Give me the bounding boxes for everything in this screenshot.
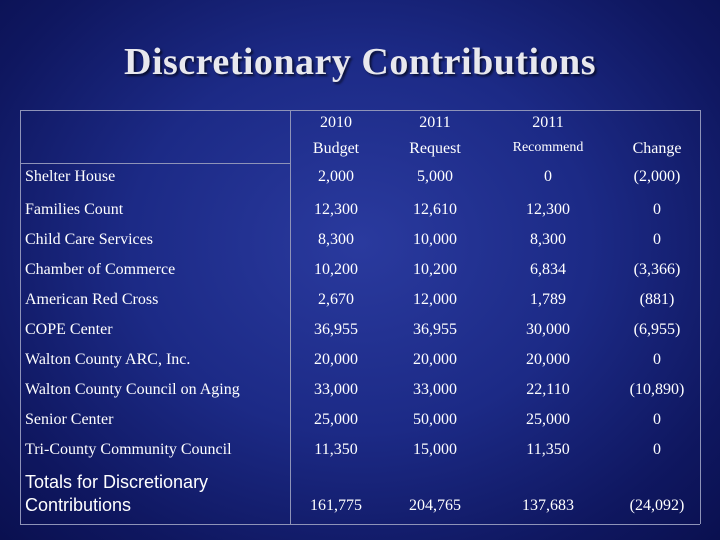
cell-change: 0 xyxy=(653,411,661,428)
totals-budget-2010: 161,775 xyxy=(310,497,362,514)
cell-change: (10,890) xyxy=(629,381,685,398)
cell-recommend-2011: 11,350 xyxy=(526,441,570,458)
row-label: Senior Center xyxy=(25,411,114,428)
cell-recommend-2011: 12,300 xyxy=(526,201,570,218)
cell-recommend-2011: 20,000 xyxy=(526,351,570,368)
totals-change: (24,092) xyxy=(629,497,685,514)
row-label: Walton County Council on Aging xyxy=(25,381,240,398)
cell-request-2011: 10,000 xyxy=(413,231,457,248)
cell-request-2011: 20,000 xyxy=(413,351,457,368)
row-label: Child Care Services xyxy=(25,231,153,248)
cell-request-2011: 33,000 xyxy=(413,381,457,398)
totals-request-2011: 204,765 xyxy=(409,497,461,514)
cell-budget-2010: 2,670 xyxy=(318,291,354,308)
cell-request-2011: 10,200 xyxy=(413,261,457,278)
cell-budget-2010: 20,000 xyxy=(314,351,358,368)
totals-label-line2: Contributions xyxy=(25,495,132,515)
header-2011-year: 2011 xyxy=(419,114,451,131)
cell-budget-2010: 36,955 xyxy=(314,321,358,338)
column-divider xyxy=(290,110,291,524)
cell-budget-2010: 11,350 xyxy=(314,441,358,458)
cell-recommend-2011: 6,834 xyxy=(530,261,566,278)
row-label: Chamber of Commerce xyxy=(25,261,176,278)
cell-recommend-2011: 25,000 xyxy=(526,411,570,428)
row-label: Tri-County Community Council xyxy=(25,441,232,458)
row-label: COPE Center xyxy=(25,321,113,338)
cell-change: 0 xyxy=(653,201,661,218)
cell-change: (3,366) xyxy=(633,261,681,278)
cell-budget-2010: 12,300 xyxy=(314,201,358,218)
header-change: Change xyxy=(632,140,682,157)
header-rule xyxy=(20,163,290,164)
header-2011-request: Request xyxy=(409,140,461,157)
cell-request-2011: 12,610 xyxy=(413,201,457,218)
cell-change: (2,000) xyxy=(633,168,681,185)
cell-budget-2010: 8,300 xyxy=(318,231,354,248)
cell-change: 0 xyxy=(653,231,661,248)
totals-label-line1: Totals for Discretionary xyxy=(25,472,209,492)
cell-change: 0 xyxy=(653,441,661,458)
page-title: Discretionary Contributions xyxy=(124,41,596,83)
row-label: Walton County ARC, Inc. xyxy=(25,351,191,368)
header-2011-rec-year: 2011 xyxy=(532,114,564,131)
cell-request-2011: 5,000 xyxy=(417,168,453,185)
cell-recommend-2011: 0 xyxy=(544,168,552,185)
table-border-left xyxy=(20,110,21,524)
header-2010-year: 2010 xyxy=(320,114,352,131)
cell-change: (881) xyxy=(639,291,675,308)
table-border-top xyxy=(20,110,700,111)
row-label: Families Count xyxy=(25,201,124,218)
table-border-bottom xyxy=(20,524,700,525)
header-2011-recommend: Recommend xyxy=(512,140,584,155)
cell-change: (6,955) xyxy=(633,321,681,338)
row-label: American Red Cross xyxy=(25,291,159,308)
totals-label: Totals for Discretionary Contributions xyxy=(25,471,208,517)
header-2010-budget: Budget xyxy=(312,140,360,157)
cell-change: 0 xyxy=(653,351,661,368)
cell-request-2011: 15,000 xyxy=(413,441,457,458)
cell-recommend-2011: 1,789 xyxy=(530,291,566,308)
cell-request-2011: 12,000 xyxy=(413,291,457,308)
cell-recommend-2011: 8,300 xyxy=(530,231,566,248)
cell-budget-2010: 2,000 xyxy=(318,168,354,185)
cell-budget-2010: 33,000 xyxy=(314,381,358,398)
cell-request-2011: 50,000 xyxy=(413,411,457,428)
totals-recommend-2011: 137,683 xyxy=(522,497,574,514)
table-border-right xyxy=(700,110,701,524)
cell-recommend-2011: 30,000 xyxy=(526,321,570,338)
cell-budget-2010: 10,200 xyxy=(314,261,358,278)
cell-recommend-2011: 22,110 xyxy=(526,381,570,398)
row-label: Shelter House xyxy=(25,168,116,185)
cell-budget-2010: 25,000 xyxy=(314,411,358,428)
cell-request-2011: 36,955 xyxy=(413,321,457,338)
